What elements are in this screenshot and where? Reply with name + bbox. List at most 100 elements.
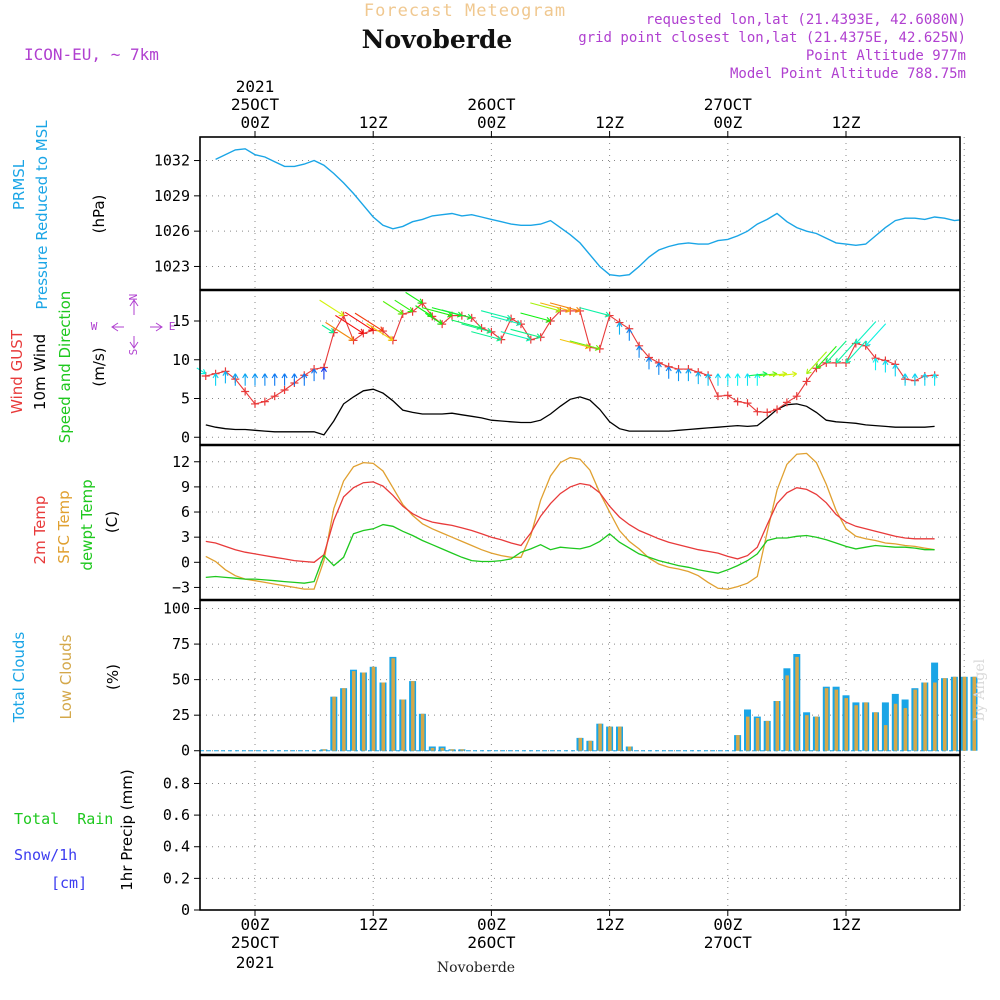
wind-arrow: [394, 299, 414, 313]
wind-arrow: [281, 373, 288, 386]
watermark: by Angel: [972, 658, 988, 721]
low-cloud-bar: [381, 682, 385, 751]
low-cloud-bar: [874, 712, 878, 751]
wind-arrow: [301, 373, 308, 386]
wind-arrow: [845, 340, 867, 364]
low-cloud-bar: [440, 747, 445, 751]
compass-s: S: [127, 349, 140, 356]
wind-arrow: [549, 302, 581, 313]
total-clouds-label: Total Clouds: [10, 632, 28, 724]
y-tick-label: 15: [172, 312, 190, 330]
low-cloud-bar: [775, 701, 779, 751]
gust-marker: [723, 391, 732, 400]
bottom-axis-hour: 12Z: [359, 915, 388, 934]
gust-marker: [733, 397, 742, 406]
wind-arrow: [734, 373, 741, 386]
gust-marker: [251, 399, 259, 408]
wind10-line: [205, 388, 935, 436]
prmsl-sub-label: Pressure Reduced to MSL: [33, 120, 51, 310]
panels: 1023 1026 1029 1032 0 5 10 15 −3 0 3 6 9 12 0 25 50 75 100…: [154, 137, 978, 919]
y-tick-label: 0: [181, 742, 190, 760]
low-cloud-bar: [943, 678, 947, 751]
wind-arrow: [311, 368, 318, 382]
y-tick-label: 6: [181, 503, 190, 521]
rain-label: Total Rain: [14, 810, 113, 828]
low-cloud-bar: [420, 713, 425, 751]
wind-arrow: [724, 373, 731, 386]
y-tick-label: 3: [181, 528, 190, 546]
low-cloud-bar: [795, 656, 799, 751]
wind-arrow: [714, 373, 721, 386]
compass-w: W: [91, 320, 98, 333]
wind-arrow: [321, 324, 335, 334]
low-cloud-bar: [371, 666, 376, 751]
low-cloud-bar: [608, 726, 612, 751]
wind-arrow: [441, 309, 473, 320]
y-tick-label: 0.2: [163, 869, 190, 887]
bottom-axis-year: 2021: [236, 953, 275, 972]
low-cloud-bar: [736, 735, 740, 751]
wind-arrow: [902, 373, 909, 386]
wind-arrow: [212, 373, 219, 386]
wind-arrow: [271, 373, 278, 386]
wind-arrow: [325, 321, 354, 341]
wind-arrow: [645, 357, 653, 370]
y-tick-label: 5: [181, 390, 190, 408]
y-tick-label: 10: [172, 351, 190, 369]
wind-compass: W E N S: [91, 294, 176, 356]
y-tick-label: 0: [181, 901, 190, 919]
precip-axis-label: 1hr Precip (mm): [118, 769, 136, 890]
y-tick-label: 1023: [154, 257, 190, 275]
wind-arrow: [921, 373, 928, 386]
t2m-line: [205, 481, 935, 563]
low-cloud-bar: [598, 723, 602, 751]
y-tick-label: 1029: [154, 187, 190, 205]
low-cloud-bar: [785, 675, 789, 751]
wind-arrow: [335, 314, 364, 334]
wind-arrow: [196, 367, 207, 375]
low-cloud-bar: [332, 696, 336, 751]
dewpt-line: [205, 523, 935, 584]
y-tick-label: 0.4: [163, 838, 190, 856]
low-cloud-bar: [361, 672, 366, 751]
low-cloud-bar: [322, 749, 326, 751]
wind-arrow: [261, 373, 268, 386]
low-cloud-bar: [411, 681, 415, 751]
speed-dir-label: Speed and Direction: [56, 291, 74, 444]
gust-label: Wind GUST: [8, 329, 26, 414]
low-cloud-bar: [933, 682, 937, 751]
wind10-label: 10m Wind: [31, 334, 49, 410]
low-cloud-bar: [913, 689, 917, 751]
low-cloud-bar: [824, 688, 829, 751]
wind-arrow: [626, 328, 633, 341]
wind-arrow: [366, 323, 394, 341]
y-tick-label: 1026: [154, 222, 190, 240]
wind-arrow: [911, 373, 918, 386]
wind-arrow: [815, 345, 837, 369]
low-cloud-bar: [972, 676, 976, 751]
low-cloud-bar: [805, 715, 809, 751]
wind-arrow: [931, 373, 938, 386]
wind-arrow: [559, 338, 591, 350]
wind-arrow: [242, 373, 249, 386]
low-cloud-bar: [618, 726, 622, 751]
wind-arrow: [520, 312, 551, 323]
sfc-temp-label: SFC Temp: [55, 490, 73, 563]
wind-arrow: [865, 323, 887, 347]
low-cloud-bar: [352, 671, 356, 751]
wind-arrow: [636, 345, 643, 358]
panel-temperature: −3 0 3 6 9 12: [172, 443, 965, 601]
compass-lines: [111, 299, 163, 349]
low-cloud-bar: [627, 746, 632, 751]
bottom-axis-hour: 00Z: [477, 915, 506, 934]
panel-clouds: 0 25 50 75 100: [163, 598, 978, 760]
low-cloud-bar: [834, 689, 839, 751]
low-cloud-bar: [883, 725, 888, 751]
gust-marker: [763, 408, 772, 417]
top-axis-year: 2021: [236, 77, 275, 96]
top-axis-hour: 12Z: [595, 113, 624, 132]
wind-arrow: [319, 299, 345, 317]
gust-marker: [773, 405, 782, 414]
